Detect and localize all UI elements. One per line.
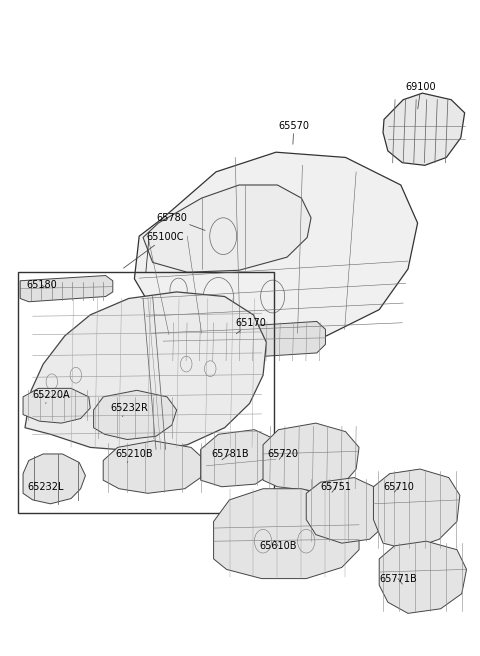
Polygon shape bbox=[214, 489, 359, 579]
Text: 65220A: 65220A bbox=[33, 390, 70, 403]
Text: 65232R: 65232R bbox=[110, 403, 148, 417]
Text: 65751: 65751 bbox=[321, 482, 352, 492]
Text: 65180: 65180 bbox=[26, 280, 57, 291]
Text: 65720: 65720 bbox=[268, 449, 299, 459]
Polygon shape bbox=[373, 469, 460, 550]
Polygon shape bbox=[25, 292, 266, 451]
Text: 65710: 65710 bbox=[383, 482, 414, 492]
Text: 65780: 65780 bbox=[156, 213, 205, 230]
Polygon shape bbox=[94, 390, 177, 440]
Text: 69100: 69100 bbox=[406, 81, 436, 109]
Bar bbox=[18, 272, 274, 513]
Polygon shape bbox=[23, 388, 90, 423]
Text: 65781B: 65781B bbox=[211, 449, 249, 460]
Polygon shape bbox=[379, 541, 467, 613]
Text: 65570: 65570 bbox=[278, 121, 310, 144]
Polygon shape bbox=[143, 185, 311, 272]
Text: 65232L: 65232L bbox=[28, 482, 64, 492]
Polygon shape bbox=[20, 276, 113, 302]
Text: 65610B: 65610B bbox=[259, 541, 297, 551]
Polygon shape bbox=[263, 423, 359, 491]
Polygon shape bbox=[103, 441, 205, 493]
Text: 65210B: 65210B bbox=[115, 449, 153, 462]
Text: 65771B: 65771B bbox=[379, 573, 417, 584]
Polygon shape bbox=[383, 93, 465, 165]
Polygon shape bbox=[201, 430, 277, 487]
Text: 65100C: 65100C bbox=[123, 232, 184, 268]
Text: 65170: 65170 bbox=[235, 318, 266, 334]
Polygon shape bbox=[134, 152, 418, 342]
Polygon shape bbox=[306, 478, 388, 543]
Polygon shape bbox=[163, 321, 325, 362]
Polygon shape bbox=[23, 454, 85, 504]
